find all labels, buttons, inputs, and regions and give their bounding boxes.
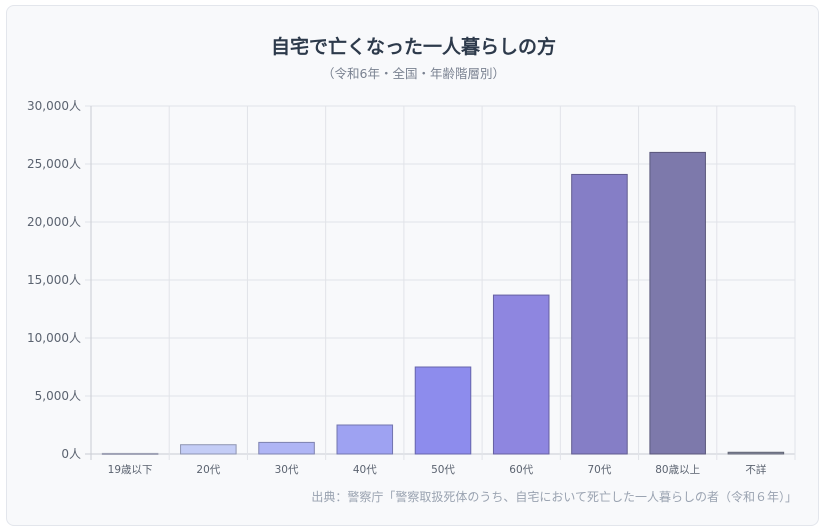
x-tick-label: 19歳以下 <box>108 464 153 476</box>
y-tick-label: 30,000人 <box>27 99 81 113</box>
bar <box>492 294 550 455</box>
x-tick-label: 70代 <box>588 464 612 476</box>
y-tick-label: 15,000人 <box>27 273 81 287</box>
x-tick-label: 40代 <box>353 464 377 476</box>
x-tick-label: 80歳以上 <box>655 464 700 476</box>
bar <box>258 441 315 455</box>
bar <box>336 424 394 455</box>
bar <box>414 366 472 455</box>
y-tick-label: 20,000人 <box>27 215 81 229</box>
chart-source: 出典：警察庁「警察取扱死体のうち、自宅において死亡した一人暮らしの者（令和６年）… <box>311 490 797 504</box>
bar <box>101 452 159 455</box>
bar <box>571 173 628 455</box>
x-tick-label: 50代 <box>431 464 455 476</box>
y-tick-label: 10,000人 <box>27 331 81 345</box>
y-tick-label: 25,000人 <box>27 157 81 171</box>
bar <box>649 151 706 455</box>
x-tick-label: 20代 <box>196 464 220 476</box>
bar <box>180 444 237 455</box>
chart-subtitle: （令和6年・全国・年齢階層別） <box>322 66 505 81</box>
x-tick-label: 不詳 <box>745 463 766 476</box>
y-tick-label: 0人 <box>61 447 81 461</box>
x-tick-label: 30代 <box>275 464 299 476</box>
y-tick-label: 5,000人 <box>35 389 81 403</box>
chart-title: 自宅で亡くなった一人暮らしの方 <box>270 36 556 58</box>
bar <box>727 451 785 455</box>
x-tick-label: 60代 <box>509 464 533 476</box>
